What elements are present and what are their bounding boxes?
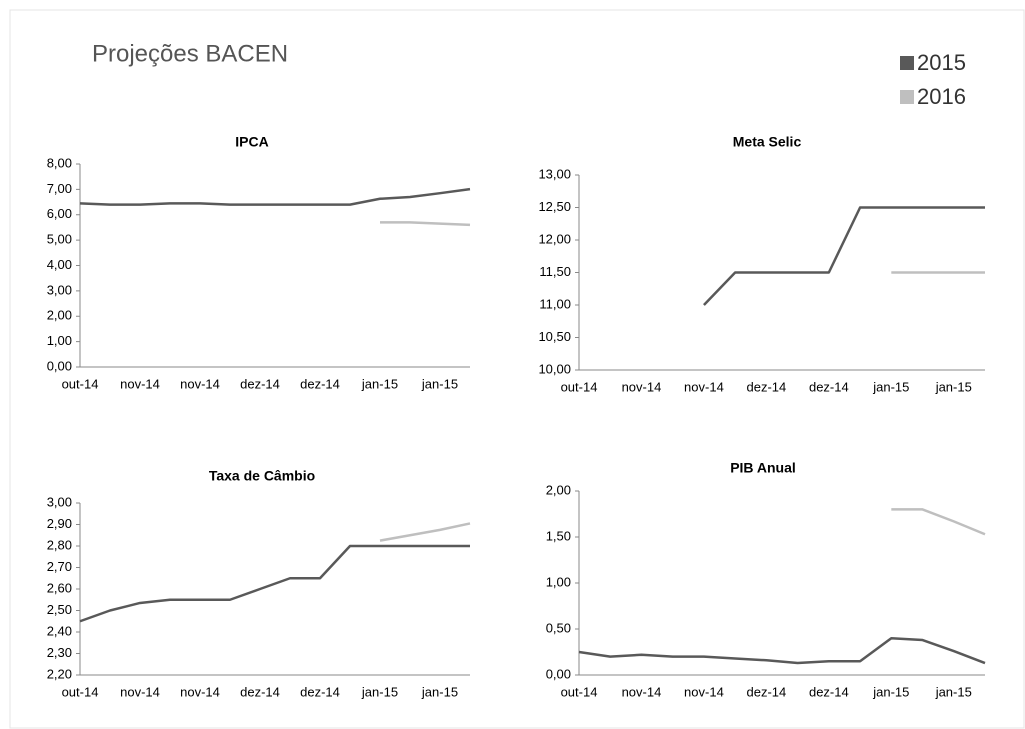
x-tick-label: jan-15 [361, 376, 398, 391]
y-tick-label: 2,30 [47, 645, 72, 660]
x-tick-label: dez-14 [300, 376, 340, 391]
y-tick-label: 2,60 [47, 580, 72, 595]
x-tick-label: dez-14 [809, 379, 849, 394]
x-tick-label: nov-14 [120, 684, 160, 699]
y-tick-label: 3,00 [47, 494, 72, 509]
x-tick-label: dez-14 [747, 684, 787, 699]
x-tick-label: nov-14 [180, 684, 220, 699]
x-tick-label: nov-14 [622, 379, 662, 394]
x-tick-label: jan-15 [935, 684, 972, 699]
chart-title: IPCA [235, 134, 268, 150]
x-tick-label: dez-14 [747, 379, 787, 394]
y-tick-label: 8,00 [47, 155, 72, 170]
x-tick-label: out-14 [62, 376, 99, 391]
x-tick-label: jan-15 [935, 379, 972, 394]
x-tick-label: dez-14 [809, 684, 849, 699]
y-tick-label: 0,00 [47, 358, 72, 373]
chart-title: PIB Anual [730, 460, 796, 476]
y-tick-label: 2,50 [47, 602, 72, 617]
y-tick-label: 1,50 [546, 528, 571, 543]
y-tick-label: 2,20 [47, 666, 72, 681]
y-tick-label: 11,00 [539, 296, 571, 311]
x-tick-label: dez-14 [300, 684, 340, 699]
y-tick-label: 10,00 [538, 361, 571, 376]
x-tick-label: jan-15 [421, 376, 458, 391]
y-tick-label: 12,50 [538, 199, 571, 214]
frame [9, 9, 1025, 729]
y-tick-label: 11,50 [539, 264, 571, 279]
x-tick-label: out-14 [561, 379, 598, 394]
x-tick-label: jan-15 [421, 684, 458, 699]
x-tick-label: jan-15 [872, 684, 909, 699]
y-tick-label: 13,00 [538, 166, 571, 181]
y-tick-label: 2,00 [546, 482, 571, 497]
y-tick-label: 1,00 [47, 333, 72, 348]
y-tick-label: 2,40 [47, 623, 72, 638]
legend-swatch [900, 90, 914, 104]
y-tick-label: 5,00 [47, 232, 72, 247]
chart-title: Meta Selic [733, 134, 802, 150]
x-tick-label: dez-14 [240, 376, 280, 391]
series-line [578, 636, 986, 665]
y-tick-label: 1,00 [546, 574, 571, 589]
legend-swatch [900, 56, 914, 70]
x-tick-label: nov-14 [180, 376, 220, 391]
y-tick-label: 6,00 [47, 206, 72, 221]
y-tick-label: 10,50 [538, 329, 571, 344]
x-tick-label: nov-14 [622, 684, 662, 699]
x-tick-label: out-14 [62, 684, 99, 699]
series-line [703, 206, 985, 306]
series-line [891, 508, 986, 536]
series-line [79, 544, 470, 623]
x-tick-label: out-14 [561, 684, 598, 699]
page-title: Projeções BACEN [92, 40, 288, 67]
legend-label: 2016 [917, 84, 966, 109]
y-tick-label: 2,90 [47, 516, 72, 531]
y-tick-label: 0,50 [546, 620, 571, 635]
y-tick-label: 3,00 [47, 282, 72, 297]
series-line [79, 187, 471, 206]
x-tick-label: nov-14 [684, 684, 724, 699]
x-tick-label: nov-14 [120, 376, 160, 391]
legend-label: 2015 [917, 50, 966, 75]
series-line [380, 221, 471, 227]
y-tick-label: 2,00 [47, 308, 72, 323]
chart-title: Taxa de Câmbio [209, 468, 315, 484]
x-tick-label: jan-15 [872, 379, 909, 394]
series-line [379, 522, 471, 542]
x-tick-label: jan-15 [361, 684, 398, 699]
y-tick-label: 4,00 [47, 257, 72, 272]
y-tick-label: 7,00 [47, 181, 72, 196]
y-tick-label: 12,00 [538, 231, 571, 246]
y-tick-label: 2,70 [47, 559, 72, 574]
x-tick-label: nov-14 [684, 379, 724, 394]
y-tick-label: 0,00 [546, 666, 571, 681]
y-tick-label: 2,80 [47, 537, 72, 552]
x-tick-label: dez-14 [240, 684, 280, 699]
